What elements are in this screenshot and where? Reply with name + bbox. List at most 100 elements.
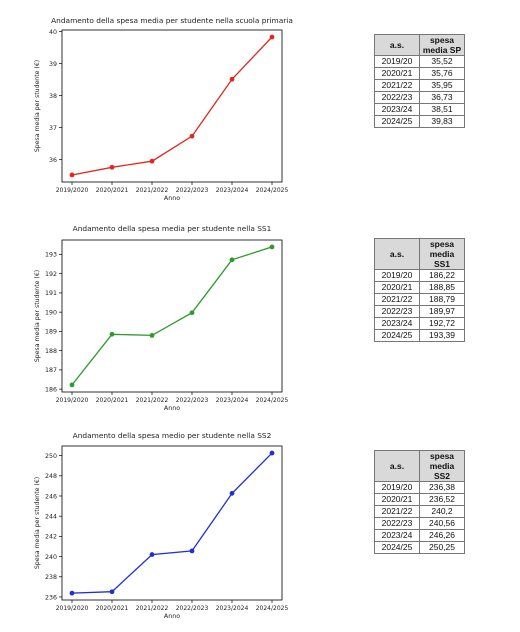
- table-header-row: a.s. spesa media SP: [374, 34, 465, 56]
- data-point: [229, 257, 235, 263]
- table-row: 2022/23 189,97: [374, 305, 465, 318]
- table-cell-value: 188,79: [419, 293, 465, 306]
- x-tick-label: 2020/2021: [96, 605, 129, 612]
- data-point: [109, 331, 115, 337]
- table-row: 2020/21 35,76: [374, 67, 465, 80]
- table-cell-year: 2019/20: [374, 269, 420, 282]
- table-cell-year: 2020/21: [374, 281, 420, 294]
- table-cell-value: 189,97: [419, 305, 465, 318]
- table-cell-year: 2020/21: [374, 67, 420, 80]
- table-sp: a.s. spesa media SP 2019/20 35,52 2020/21…: [374, 34, 465, 128]
- y-tick-label: 193: [45, 252, 57, 259]
- table-cell-year: 2023/24: [374, 529, 420, 542]
- data-point: [109, 589, 115, 595]
- y-tick-label: 187: [45, 367, 57, 374]
- y-tick-label: 188: [45, 348, 57, 355]
- x-tick-label: 2022/2023: [176, 187, 209, 194]
- table-row: 2019/20 186,22: [374, 269, 465, 282]
- y-tick-label: 40: [49, 29, 57, 36]
- table-cell-year: 2024/25: [374, 541, 420, 554]
- table-row: 2022/23 240,56: [374, 517, 465, 530]
- x-tick-label: 2023/2024: [216, 397, 249, 404]
- table-cell-year: 2021/22: [374, 505, 420, 518]
- plot-frame: [61, 29, 283, 183]
- table-cell-year: 2022/23: [374, 517, 420, 530]
- table-cell-value: 193,39: [419, 329, 465, 342]
- table-header-year: a.s.: [374, 34, 420, 56]
- table-header-year: a.s.: [374, 450, 420, 482]
- table-header-row: a.s. spesa media SS2: [374, 450, 465, 482]
- x-tick-label: 2023/2024: [216, 605, 249, 612]
- y-tick-label: 248: [45, 473, 57, 480]
- x-tick-label: 2023/2024: [216, 187, 249, 194]
- table-row: 2023/24 192,72: [374, 317, 465, 330]
- data-point: [149, 333, 155, 338]
- y-tick-label: 36: [49, 157, 57, 164]
- chart-title: Andamento della spesa medio per studente…: [73, 431, 272, 440]
- chart-ss2-svg: Andamento della spesa medio per studente…: [34, 431, 288, 620]
- x-tick-label: 2021/2022: [136, 397, 169, 404]
- x-tick-label: 2019/2020: [56, 605, 89, 612]
- y-tick-label: 192: [45, 271, 57, 278]
- data-point: [69, 172, 75, 178]
- series-line: [71, 36, 273, 176]
- y-axis-label: Spesa media per studente (€): [34, 270, 41, 362]
- y-tick-label: 240: [45, 554, 57, 561]
- chart-title: Andamento della spesa media per studente…: [51, 16, 293, 25]
- table-cell-year: 2020/21: [374, 493, 420, 506]
- table-row: 2020/21 188,85: [374, 281, 465, 294]
- chart-sp: Andamento della spesa media per studente…: [0, 14, 300, 214]
- y-tick-label: 38: [49, 93, 57, 100]
- y-tick-label: 236: [45, 594, 57, 601]
- data-point: [269, 450, 275, 456]
- x-tick-label: 2024/2025: [256, 187, 289, 194]
- y-tick-label: 246: [45, 493, 57, 500]
- panel-ss2: Andamento della spesa medio per studente…: [0, 428, 520, 628]
- table-cell-value: 35,76: [419, 67, 465, 80]
- x-axis-label: Anno: [164, 613, 180, 620]
- table-row: 2020/21 236,52: [374, 493, 465, 506]
- y-tick-label: 37: [49, 125, 57, 132]
- table-cell-value: 240,56: [419, 517, 465, 530]
- series-line: [71, 452, 273, 594]
- table-cell-year: 2023/24: [374, 317, 420, 330]
- table-cell-year: 2021/22: [374, 293, 420, 306]
- chart-title: Andamento della spesa media per studente…: [73, 224, 272, 233]
- table-row: 2023/24 246,26: [374, 529, 465, 542]
- y-tick-label: 39: [49, 61, 57, 68]
- x-tick-label: 2022/2023: [176, 397, 209, 404]
- y-tick-label: 189: [45, 329, 57, 336]
- x-tick-label: 2021/2022: [136, 605, 169, 612]
- table-row: 2024/25 193,39: [374, 329, 465, 342]
- table-row: 2021/22 188,79: [374, 293, 465, 306]
- data-point: [229, 490, 235, 496]
- data-point: [189, 133, 195, 139]
- x-axis-label: Anno: [164, 195, 180, 202]
- y-tick-label: 242: [45, 534, 57, 541]
- x-tick-label: 2024/2025: [256, 397, 289, 404]
- data-point: [269, 34, 275, 40]
- table-cell-year: 2022/23: [374, 91, 420, 104]
- chart-ss1-svg: Andamento della spesa media per studente…: [34, 224, 289, 412]
- data-point: [149, 158, 155, 164]
- table-cell-value: 186,22: [419, 269, 465, 282]
- y-tick-label: 191: [45, 290, 57, 297]
- table-cell-value: 236,38: [419, 481, 465, 494]
- table-cell-value: 236,52: [419, 493, 465, 506]
- table-cell-year: 2024/25: [374, 329, 420, 342]
- chart-ss2: Andamento della spesa medio per studente…: [0, 428, 300, 628]
- table-cell-year: 2021/22: [374, 79, 420, 92]
- table-row: 2024/25 39,83: [374, 115, 465, 128]
- series-line: [71, 246, 273, 386]
- data-point: [149, 552, 155, 557]
- table-row: 2021/22 35,95: [374, 79, 465, 92]
- table-cell-value: 39,83: [419, 115, 465, 128]
- x-tick-label: 2022/2023: [176, 605, 209, 612]
- table-cell-value: 250,25: [419, 541, 465, 554]
- panel-sp: Andamento della spesa media per studente…: [0, 14, 520, 214]
- table-row: 2021/22 240,2: [374, 505, 465, 518]
- y-tick-label: 238: [45, 574, 57, 581]
- y-tick-label: 186: [45, 386, 57, 393]
- x-tick-label: 2020/2021: [96, 397, 129, 404]
- x-tick-label: 2021/2022: [136, 187, 169, 194]
